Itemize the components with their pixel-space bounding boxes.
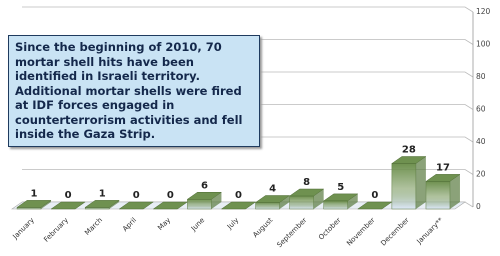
value-label: 8 <box>303 177 310 188</box>
bar <box>391 156 427 210</box>
x-tick-label: January** <box>415 216 445 246</box>
y-tick-label: 80 <box>476 72 486 81</box>
y-tick-label: 0 <box>476 202 481 211</box>
x-tick-label: December <box>379 216 410 247</box>
bar <box>186 192 223 210</box>
value-label: 17 <box>436 162 450 173</box>
x-tick-label: April <box>121 216 138 233</box>
value-label: 1 <box>99 188 106 199</box>
grid-line <box>22 6 474 13</box>
value-label: 0 <box>371 190 378 201</box>
value-label: 0 <box>235 190 242 201</box>
x-tick-label: February <box>42 216 70 244</box>
bar <box>322 193 359 210</box>
value-label: 5 <box>337 182 344 193</box>
bar <box>254 195 291 210</box>
x-tick-label: June <box>189 216 206 233</box>
bar <box>118 201 155 210</box>
value-label: 0 <box>133 190 140 201</box>
y-tick-label: 100 <box>476 40 491 49</box>
x-tick-label: January <box>11 216 36 241</box>
x-tick-label: September <box>275 216 308 249</box>
annotation: Since the beginning of 2010, 70 mortar s… <box>8 35 260 147</box>
bar <box>425 174 461 210</box>
value-label: 28 <box>402 145 416 156</box>
y-tick-label: 20 <box>476 170 486 179</box>
x-tick-label: October <box>317 216 343 242</box>
bar <box>84 200 120 210</box>
x-tick-label: March <box>83 216 104 237</box>
value-label: 1 <box>31 188 38 199</box>
x-tick-label: July <box>225 216 240 231</box>
x-tick-label: August <box>251 216 274 239</box>
bar <box>50 201 86 210</box>
bar <box>220 201 257 210</box>
value-label: 4 <box>269 184 276 195</box>
y-tick-label: 120 <box>476 7 491 16</box>
value-label: 0 <box>65 190 72 201</box>
bar <box>16 200 52 210</box>
x-tick-label: May <box>156 216 172 232</box>
grid-line <box>22 169 474 175</box>
value-label: 6 <box>201 180 208 191</box>
value-label: 0 <box>167 190 174 201</box>
y-tick-label: 40 <box>476 137 486 146</box>
bar <box>288 188 325 210</box>
y-tick-label: 60 <box>476 105 486 114</box>
x-tick-label: November <box>345 216 376 247</box>
